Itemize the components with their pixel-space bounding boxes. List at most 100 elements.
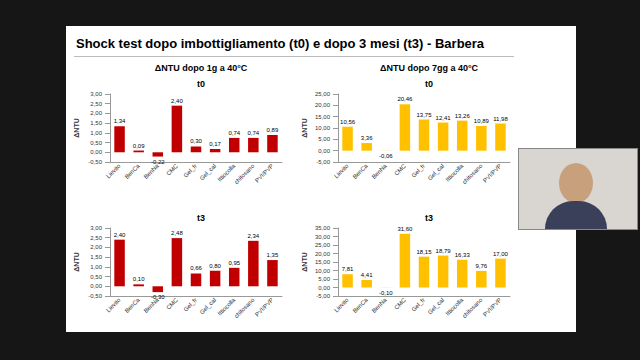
svg-text:-0,22: -0,22 <box>151 159 165 165</box>
svg-text:ΔNTU dopo 7gg a 40°C: ΔNTU dopo 7gg a 40°C <box>380 63 479 73</box>
svg-text:2,50: 2,50 <box>90 101 102 107</box>
svg-text:17,00: 17,00 <box>493 251 509 257</box>
svg-text:chitosano: chitosano <box>461 296 484 319</box>
svg-text:10,56: 10,56 <box>340 119 356 125</box>
svg-text:4,41: 4,41 <box>361 272 373 278</box>
svg-text:ΔNTU dopo 1g a 40°C: ΔNTU dopo 1g a 40°C <box>155 63 248 73</box>
svg-text:2,40: 2,40 <box>171 98 183 104</box>
svg-text:-0,50: -0,50 <box>88 159 102 165</box>
svg-text:BenCa: BenCa <box>124 296 142 314</box>
svg-text:18,79: 18,79 <box>436 248 452 254</box>
svg-text:30,00: 30,00 <box>315 234 331 240</box>
svg-text:0,00: 0,00 <box>90 149 102 155</box>
svg-text:9,76: 9,76 <box>475 263 487 269</box>
svg-text:ΔNTU: ΔNTU <box>301 118 308 137</box>
svg-text:0,50: 0,50 <box>90 274 102 280</box>
svg-text:PVI/PVP: PVI/PVP <box>254 163 275 184</box>
svg-text:BenCa: BenCa <box>352 162 370 180</box>
svg-text:t3: t3 <box>425 213 433 223</box>
svg-text:13,26: 13,26 <box>455 113 471 119</box>
svg-text:CMC: CMC <box>393 162 407 176</box>
svg-text:Lievito: Lievito <box>105 296 122 313</box>
svg-text:0,10: 0,10 <box>133 276 145 282</box>
svg-text:Lievito: Lievito <box>333 296 350 313</box>
svg-text:1,00: 1,00 <box>90 264 102 270</box>
svg-text:2,48: 2,48 <box>171 230 183 236</box>
svg-text:0,09: 0,09 <box>133 143 145 149</box>
svg-text:0,66: 0,66 <box>190 265 202 271</box>
svg-text:0,50: 0,50 <box>90 140 102 146</box>
svg-text:1,50: 1,50 <box>90 120 102 126</box>
svg-text:t0: t0 <box>425 79 433 89</box>
svg-text:3,00: 3,00 <box>90 225 102 231</box>
svg-text:t0: t0 <box>197 79 205 89</box>
svg-text:-0,50: -0,50 <box>88 293 102 299</box>
svg-text:Gel_fr: Gel_fr <box>182 297 198 313</box>
svg-text:1,00: 1,00 <box>90 130 102 136</box>
svg-text:CMC: CMC <box>393 296 407 310</box>
svg-text:10,89: 10,89 <box>474 118 490 124</box>
svg-text:-5,00: -5,00 <box>316 293 330 299</box>
svg-text:0,00: 0,00 <box>318 285 330 291</box>
svg-text:10,00: 10,00 <box>315 125 331 131</box>
svg-text:2,50: 2,50 <box>90 235 102 241</box>
svg-text:PVI/PVP: PVI/PVP <box>482 297 503 318</box>
svg-text:1,50: 1,50 <box>90 254 102 260</box>
svg-text:25,00: 25,00 <box>315 91 331 97</box>
svg-text:0,74: 0,74 <box>228 130 240 136</box>
svg-text:16,33: 16,33 <box>455 252 471 258</box>
svg-text:BenNa: BenNa <box>371 162 389 180</box>
svg-text:0,95: 0,95 <box>228 260 240 266</box>
svg-text:ΔNTU: ΔNTU <box>73 252 80 271</box>
svg-text:2,00: 2,00 <box>90 110 102 116</box>
svg-text:5,00: 5,00 <box>318 276 330 282</box>
svg-text:Lievito: Lievito <box>105 162 122 179</box>
svg-text:5,00: 5,00 <box>318 136 330 142</box>
svg-text:chitosano: chitosano <box>461 162 484 185</box>
svg-text:20,00: 20,00 <box>315 102 331 108</box>
svg-text:3,00: 3,00 <box>90 91 102 97</box>
svg-text:1,35: 1,35 <box>267 252 279 258</box>
svg-text:Gel_fr: Gel_fr <box>410 297 426 313</box>
svg-text:12,41: 12,41 <box>436 115 452 121</box>
svg-text:chitosano: chitosano <box>233 296 256 319</box>
svg-text:7,81: 7,81 <box>342 266 354 272</box>
svg-text:20,00: 20,00 <box>315 251 331 257</box>
svg-text:0,74: 0,74 <box>247 130 259 136</box>
svg-text:20,46: 20,46 <box>397 96 413 102</box>
svg-text:CMC: CMC <box>165 296 179 310</box>
svg-text:ΔNTU: ΔNTU <box>73 118 80 137</box>
svg-text:0,80: 0,80 <box>209 263 221 269</box>
svg-text:Gel_cal: Gel_cal <box>427 163 446 182</box>
svg-text:1,34: 1,34 <box>114 118 126 124</box>
svg-text:11,98: 11,98 <box>493 116 508 122</box>
svg-text:-0,06: -0,06 <box>379 153 393 159</box>
svg-text:Gel_fr: Gel_fr <box>182 163 198 179</box>
svg-text:CMC: CMC <box>165 162 179 176</box>
svg-text:25,00: 25,00 <box>315 242 331 248</box>
svg-text:2,34: 2,34 <box>247 233 259 239</box>
svg-text:35,00: 35,00 <box>315 225 331 231</box>
svg-text:Gel_cal: Gel_cal <box>199 297 218 316</box>
svg-text:Gel_cal: Gel_cal <box>427 297 446 316</box>
svg-text:10,00: 10,00 <box>315 268 331 274</box>
svg-text:31,60: 31,60 <box>397 226 413 232</box>
svg-text:0,30: 0,30 <box>190 138 202 144</box>
svg-text:chitosano: chitosano <box>233 162 256 185</box>
svg-text:15,00: 15,00 <box>315 114 331 120</box>
svg-text:-0,30: -0,30 <box>151 294 165 300</box>
svg-text:-0,10: -0,10 <box>379 290 393 296</box>
svg-text:BenCa: BenCa <box>352 296 370 314</box>
svg-text:2,40: 2,40 <box>114 232 126 238</box>
svg-text:Lievito: Lievito <box>333 162 350 179</box>
svg-text:-5,00: -5,00 <box>316 159 330 165</box>
svg-text:0,00: 0,00 <box>90 283 102 289</box>
svg-text:0,17: 0,17 <box>209 141 221 147</box>
svg-text:t3: t3 <box>197 213 205 223</box>
svg-text:BenNa: BenNa <box>371 296 389 314</box>
svg-text:BenCa: BenCa <box>124 162 142 180</box>
svg-text:15,00: 15,00 <box>315 259 331 265</box>
svg-text:Gel_cal: Gel_cal <box>199 163 218 182</box>
svg-text:BenNa: BenNa <box>143 162 161 180</box>
svg-text:0,89: 0,89 <box>267 127 279 133</box>
